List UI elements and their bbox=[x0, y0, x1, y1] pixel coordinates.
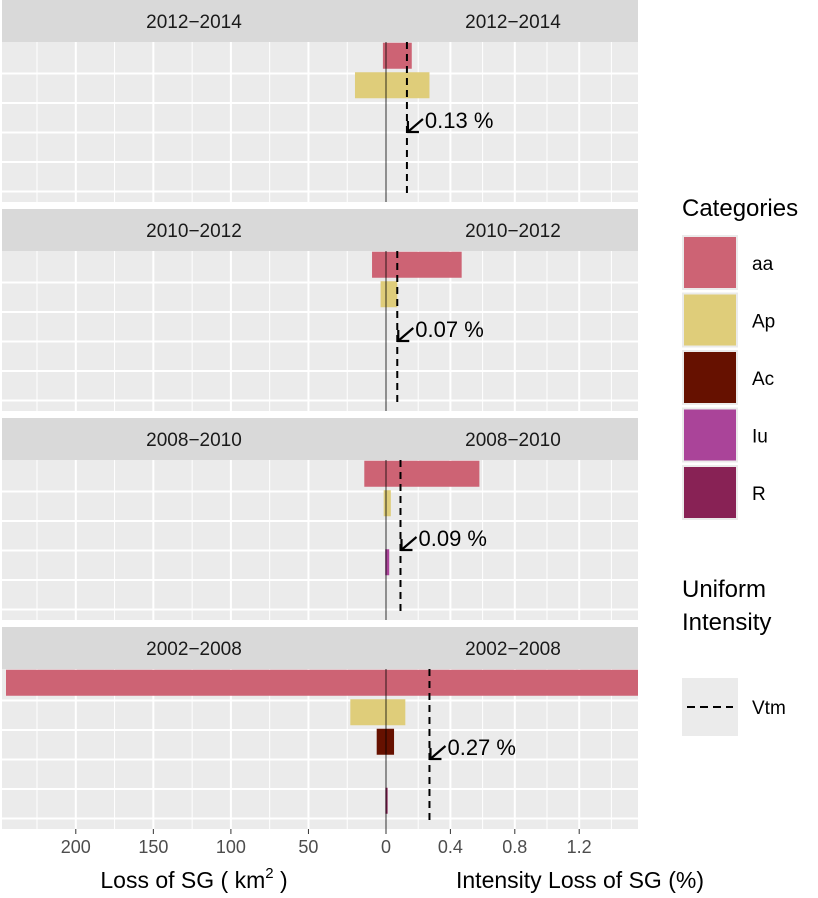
annotation-arrowhead bbox=[400, 539, 413, 552]
facet-panel bbox=[2, 251, 638, 411]
facet-strip bbox=[2, 209, 638, 251]
bar-loss-Ap bbox=[383, 490, 386, 517]
legend-title-intensity: Intensity bbox=[682, 609, 771, 636]
annotation-arrow bbox=[430, 745, 447, 759]
legend-key-aa bbox=[684, 237, 736, 288]
facet-4: 2002−2008 2002−2008 0.27 % bbox=[2, 627, 638, 829]
legend-key-Ap bbox=[684, 294, 736, 346]
bar-intensity-Ac bbox=[386, 728, 395, 755]
legend-label-R: R bbox=[752, 484, 766, 505]
facet-title-right: 2002−2008 bbox=[465, 639, 561, 660]
annotation-arrow bbox=[408, 118, 424, 132]
legend-key-Iu bbox=[684, 409, 736, 461]
x-tick-label-right: 0.8 bbox=[502, 837, 527, 857]
x-tick-label-right: 0.4 bbox=[438, 837, 463, 857]
facet-title-right: 2012−2014 bbox=[465, 12, 561, 33]
bar-intensity-Ap bbox=[386, 699, 406, 726]
annotation-arrow bbox=[401, 536, 418, 550]
x-axis-title-left: Loss of SG ( km2 ) bbox=[100, 865, 287, 893]
bar-loss-Ap bbox=[354, 72, 386, 99]
annotation-arrowhead bbox=[397, 330, 410, 343]
facet-title-left: 2012−2014 bbox=[146, 12, 242, 33]
annotation-arrowhead bbox=[429, 748, 442, 761]
legend-label-vtm: Vtm bbox=[752, 698, 786, 719]
annotation-label: 0.09 % bbox=[418, 526, 487, 551]
x-axis-title-right: Intensity Loss of SG (%) bbox=[456, 867, 704, 893]
legend-title-uniform: Uniform bbox=[682, 576, 766, 603]
facet-title-left: 2008−2010 bbox=[146, 430, 242, 451]
facet-title-left: 2010−2012 bbox=[146, 221, 242, 242]
bar-intensity-Ap bbox=[386, 490, 391, 517]
facet-strip bbox=[2, 627, 638, 669]
bar-loss-Ap bbox=[350, 699, 386, 726]
x-tick-label-left: 50 bbox=[298, 837, 318, 857]
annotation-label: 0.13 % bbox=[425, 108, 494, 133]
facet-3: 2008−2010 2008−2010 0.09 % bbox=[2, 418, 638, 620]
bar-loss-Ap bbox=[380, 281, 386, 308]
bar-intensity-R bbox=[386, 787, 388, 814]
facet-panel bbox=[2, 42, 638, 202]
bar-loss-aa bbox=[364, 460, 386, 487]
x-tick-label-left: 200 bbox=[61, 837, 91, 857]
legend-label-Iu: Iu bbox=[752, 427, 768, 448]
bar-loss-aa bbox=[6, 669, 386, 696]
x-tick-label-right: 1.2 bbox=[567, 837, 592, 857]
annotation-arrow bbox=[398, 327, 414, 341]
legend-key-Ac bbox=[684, 352, 736, 403]
annotation-arrowhead bbox=[406, 121, 419, 134]
facet-title-right: 2010−2012 bbox=[465, 221, 561, 242]
legend-key-R bbox=[684, 467, 736, 518]
x-tick-label-left: 100 bbox=[216, 837, 246, 857]
facet-1: 2012−2014 2012−2014 0.13 % bbox=[2, 0, 638, 202]
bar-loss-aa bbox=[372, 251, 386, 278]
legend-label-Ac: Ac bbox=[752, 369, 774, 390]
legend-label-aa: aa bbox=[752, 254, 774, 275]
facet-strip bbox=[2, 418, 638, 460]
x-tick-label-left: 150 bbox=[138, 837, 168, 857]
bar-loss-Ac bbox=[376, 728, 386, 755]
legend-title-categories: Categories bbox=[682, 195, 798, 222]
facet-panel bbox=[2, 460, 638, 620]
legend-label-Ap: Ap bbox=[752, 312, 775, 333]
bar-intensity-aa bbox=[386, 251, 462, 278]
x-tick-label-left: 0 bbox=[381, 837, 391, 857]
bar-intensity-Ap bbox=[386, 281, 398, 308]
bar-loss-aa bbox=[382, 42, 386, 69]
annotation-label: 0.07 % bbox=[415, 317, 484, 342]
facet-strip bbox=[2, 0, 638, 42]
annotation-label: 0.27 % bbox=[447, 735, 515, 760]
facet-2: 2010−2012 2010−2012 0.07 % bbox=[2, 209, 638, 411]
bar-intensity-Iu bbox=[386, 549, 390, 576]
bar-intensity-aa bbox=[386, 669, 638, 696]
facet-title-right: 2008−2010 bbox=[465, 430, 561, 451]
facet-title-left: 2002−2008 bbox=[146, 639, 242, 660]
bar-intensity-aa bbox=[386, 460, 480, 487]
